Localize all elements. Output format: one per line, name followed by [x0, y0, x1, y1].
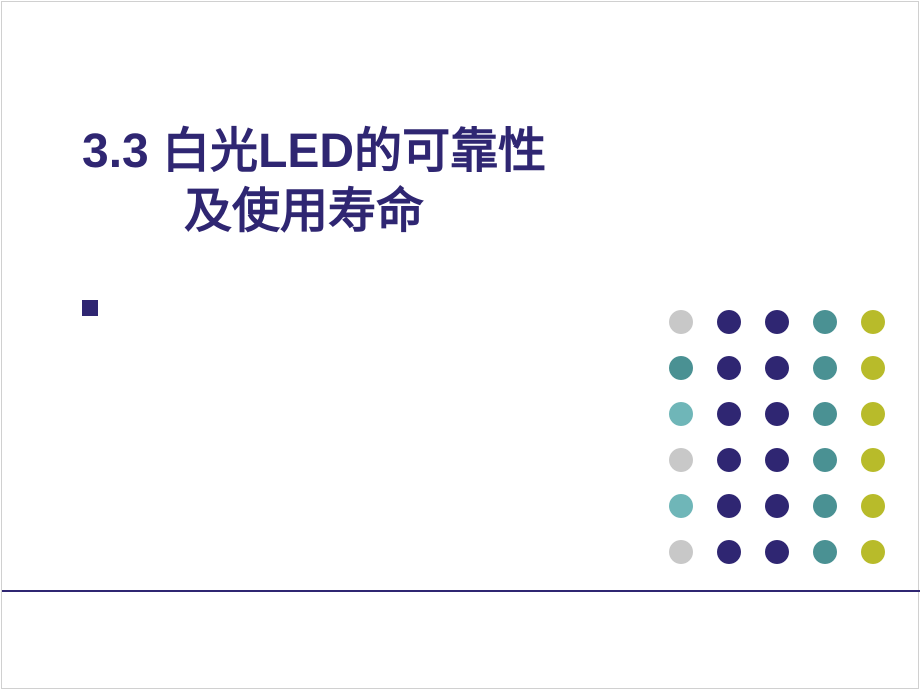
- decorative-dot: [861, 402, 885, 426]
- decorative-dot: [861, 356, 885, 380]
- dot-row: [669, 356, 885, 380]
- decorative-dot: [717, 494, 741, 518]
- dot-row: [669, 402, 885, 426]
- decorative-dot: [717, 448, 741, 472]
- decorative-dot: [669, 356, 693, 380]
- decorative-dot: [813, 310, 837, 334]
- decorative-dot: [861, 448, 885, 472]
- decorative-dot: [765, 494, 789, 518]
- decorative-dot: [765, 448, 789, 472]
- accent-square: [82, 300, 98, 316]
- decorative-dot: [765, 310, 789, 334]
- slide-title: 3.3 白光LED的可靠性 及使用寿命: [82, 122, 546, 242]
- decorative-dot: [717, 402, 741, 426]
- decorative-dot: [813, 494, 837, 518]
- decorative-dot: [765, 356, 789, 380]
- decorative-dot: [717, 540, 741, 564]
- decorative-dot: [813, 448, 837, 472]
- decorative-dot-grid: [669, 310, 885, 586]
- dot-row: [669, 448, 885, 472]
- decorative-dot: [813, 402, 837, 426]
- title-line-1: 3.3 白光LED的可靠性: [82, 122, 546, 182]
- dot-row: [669, 540, 885, 564]
- decorative-dot: [717, 310, 741, 334]
- decorative-dot: [669, 540, 693, 564]
- decorative-dot: [717, 356, 741, 380]
- decorative-dot: [765, 402, 789, 426]
- decorative-dot: [861, 494, 885, 518]
- decorative-dot: [861, 540, 885, 564]
- dot-row: [669, 310, 885, 334]
- decorative-dot: [669, 310, 693, 334]
- bottom-divider: [2, 590, 920, 592]
- decorative-dot: [765, 540, 789, 564]
- decorative-dot: [669, 448, 693, 472]
- slide-container: 3.3 白光LED的可靠性 及使用寿命: [1, 1, 919, 689]
- dot-row: [669, 494, 885, 518]
- decorative-dot: [861, 310, 885, 334]
- decorative-dot: [813, 356, 837, 380]
- decorative-dot: [669, 494, 693, 518]
- decorative-dot: [669, 402, 693, 426]
- title-line-2: 及使用寿命: [184, 182, 546, 242]
- decorative-dot: [813, 540, 837, 564]
